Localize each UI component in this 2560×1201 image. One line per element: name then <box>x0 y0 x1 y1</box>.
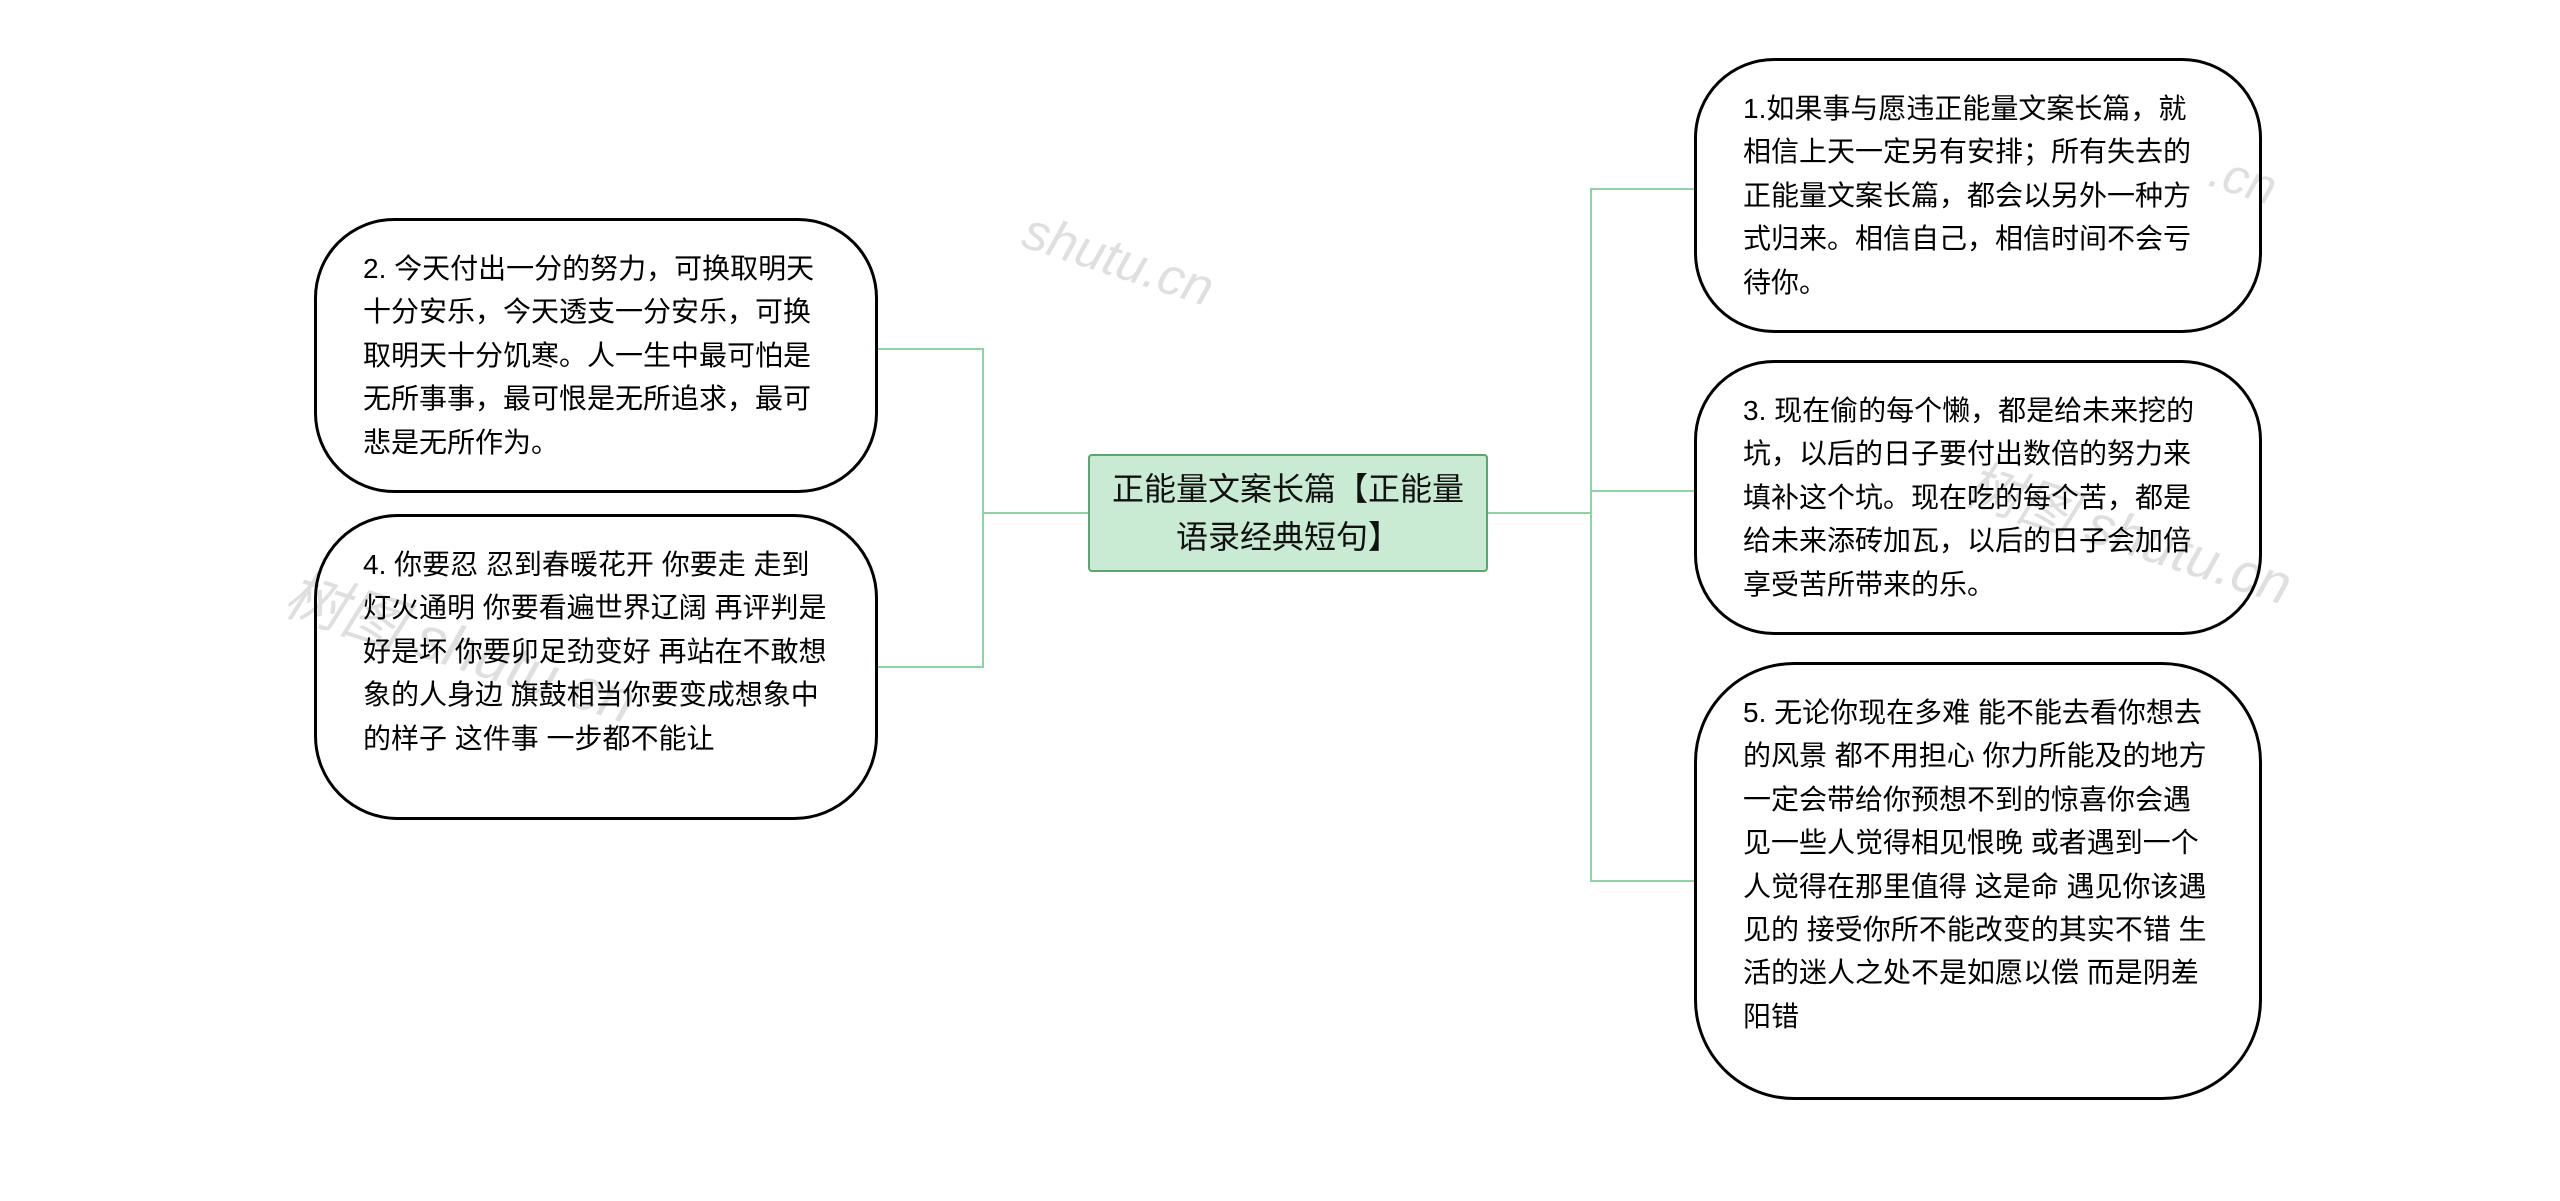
connector <box>1488 513 1694 881</box>
center-node-text: 正能量文案长篇【正能量语录经典短句】 <box>1110 465 1466 561</box>
leaf-node-n1: 1.如果事与愿违正能量文案长篇，就相信上天一定另有安排；所有失去的正能量文案长篇… <box>1694 58 2262 333</box>
leaf-node-text: 4. 你要忍 忍到春暖花开 你要走 走到灯火通明 你要看遍世界辽阔 再评判是好是… <box>363 549 827 754</box>
connector <box>1488 189 1694 513</box>
leaf-node-n2: 2. 今天付出一分的努力，可换取明天十分安乐，今天透支一分安乐，可换取明天十分饥… <box>314 218 878 493</box>
leaf-node-text: 5. 无论你现在多难 能不能去看你想去的风景 都不用担心 你力所能及的地方 一定… <box>1743 697 2207 1032</box>
center-node: 正能量文案长篇【正能量语录经典短句】 <box>1088 454 1488 572</box>
leaf-node-n3: 3. 现在偷的每个懒，都是给未来挖的坑，以后的日子要付出数倍的努力来填补这个坑。… <box>1694 360 2262 635</box>
mindmap-canvas: 正能量文案长篇【正能量语录经典短句】 2. 今天付出一分的努力，可换取明天十分安… <box>0 0 2560 1201</box>
leaf-node-text: 2. 今天付出一分的努力，可换取明天十分安乐，今天透支一分安乐，可换取明天十分饥… <box>363 253 814 458</box>
connector <box>878 349 1088 513</box>
connector <box>1488 491 1694 513</box>
leaf-node-n5: 5. 无论你现在多难 能不能去看你想去的风景 都不用担心 你力所能及的地方 一定… <box>1694 662 2262 1100</box>
connector <box>878 513 1088 667</box>
leaf-node-text: 3. 现在偷的每个懒，都是给未来挖的坑，以后的日子要付出数倍的努力来填补这个坑。… <box>1743 395 2194 600</box>
watermark: shutu.cn <box>1016 201 1221 319</box>
leaf-node-text: 1.如果事与愿违正能量文案长篇，就相信上天一定另有安排；所有失去的正能量文案长篇… <box>1743 93 2191 298</box>
leaf-node-n4: 4. 你要忍 忍到春暖花开 你要走 走到灯火通明 你要看遍世界辽阔 再评判是好是… <box>314 514 878 820</box>
